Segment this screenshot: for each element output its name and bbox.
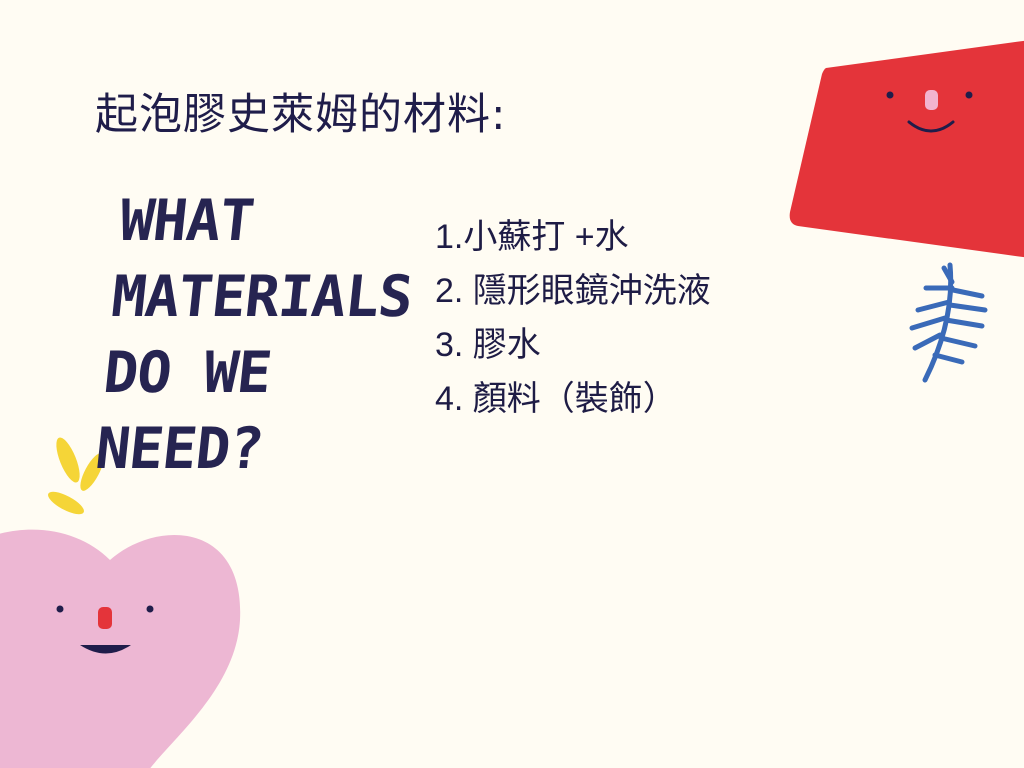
list-item: 1.小蘇打 +水 — [435, 218, 629, 256]
blue-leaf-icon — [909, 262, 988, 383]
list-item: 2. 隱形眼鏡沖洗液 — [435, 272, 711, 310]
list-item: 4. 顏料（裝飾） — [435, 380, 677, 418]
subtitle-what-materials: WHAT MATERIALS DO WE NEED? — [92, 183, 424, 487]
yellow-leaves-icon — [48, 437, 104, 515]
red-smiley-card-icon — [789, 40, 1024, 258]
subtitle-line: NEED? — [92, 416, 267, 482]
list-item: 3. 膠水 — [435, 326, 541, 364]
subtitle-line: DO WE — [100, 340, 275, 406]
pink-heart-icon — [0, 529, 241, 768]
slide-title: 起泡膠史萊姆的材料: — [95, 90, 507, 140]
materials-list: 1.小蘇打 +水 2. 隱形眼鏡沖洗液 3. 膠水 4. 顏料（裝飾） — [435, 210, 711, 426]
subtitle-line: MATERIALS — [108, 264, 416, 330]
subtitle-line: WHAT — [116, 188, 257, 254]
